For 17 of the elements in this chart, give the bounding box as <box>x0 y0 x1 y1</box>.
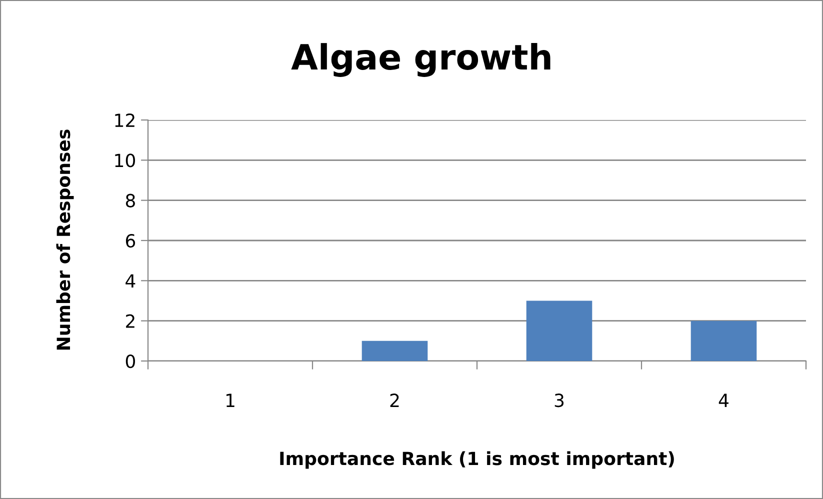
x-tick-label: 2 <box>390 394 399 407</box>
bar <box>362 340 428 361</box>
y-tick-label: 6 <box>126 234 136 248</box>
x-axis-title: Importance Rank (1 is most important) <box>280 451 674 469</box>
y-tick-label: 2 <box>126 314 134 328</box>
bar <box>690 320 757 361</box>
chart-title: Algae growth <box>291 43 550 77</box>
y-tick-label: 12 <box>115 113 134 127</box>
x-tick-label: 1 <box>226 394 234 407</box>
y-tick-label: 10 <box>115 154 135 168</box>
y-axis-title: Number of Responses <box>56 130 74 350</box>
y-tick-label: 0 <box>126 354 135 368</box>
bar <box>526 300 592 361</box>
x-tick-label: 4 <box>718 394 728 407</box>
y-tick-label: 8 <box>126 194 135 208</box>
y-tick-label: 4 <box>126 274 136 288</box>
x-tick-label: 3 <box>554 394 564 408</box>
